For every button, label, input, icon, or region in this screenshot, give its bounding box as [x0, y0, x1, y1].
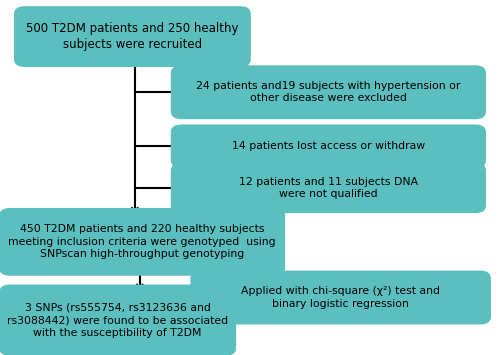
Text: 12 patients and 11 subjects DNA
were not qualified: 12 patients and 11 subjects DNA were not… [239, 177, 418, 199]
Text: Applied with chi-square (χ²) test and
binary logistic regression: Applied with chi-square (χ²) test and bi… [241, 286, 440, 309]
Text: 500 T2DM patients and 250 healthy
subjects were recruited: 500 T2DM patients and 250 healthy subjec… [26, 22, 238, 51]
Text: 24 patients and19 subjects with hypertension or
other disease were excluded: 24 patients and19 subjects with hyperten… [196, 81, 460, 103]
FancyBboxPatch shape [172, 125, 485, 167]
Text: 450 T2DM patients and 220 healthy subjects
meeting inclusion criteria were genot: 450 T2DM patients and 220 healthy subjec… [8, 224, 276, 259]
FancyBboxPatch shape [172, 164, 485, 212]
FancyBboxPatch shape [172, 66, 485, 118]
Text: 3 SNPs (rs555754, rs3123636 and
rs3088442) were found to be associated
with the : 3 SNPs (rs555754, rs3123636 and rs308844… [7, 303, 228, 338]
FancyBboxPatch shape [0, 285, 236, 355]
FancyBboxPatch shape [0, 209, 284, 275]
FancyBboxPatch shape [191, 272, 490, 324]
FancyBboxPatch shape [15, 7, 250, 66]
Text: 14 patients lost access or withdraw: 14 patients lost access or withdraw [232, 141, 425, 151]
